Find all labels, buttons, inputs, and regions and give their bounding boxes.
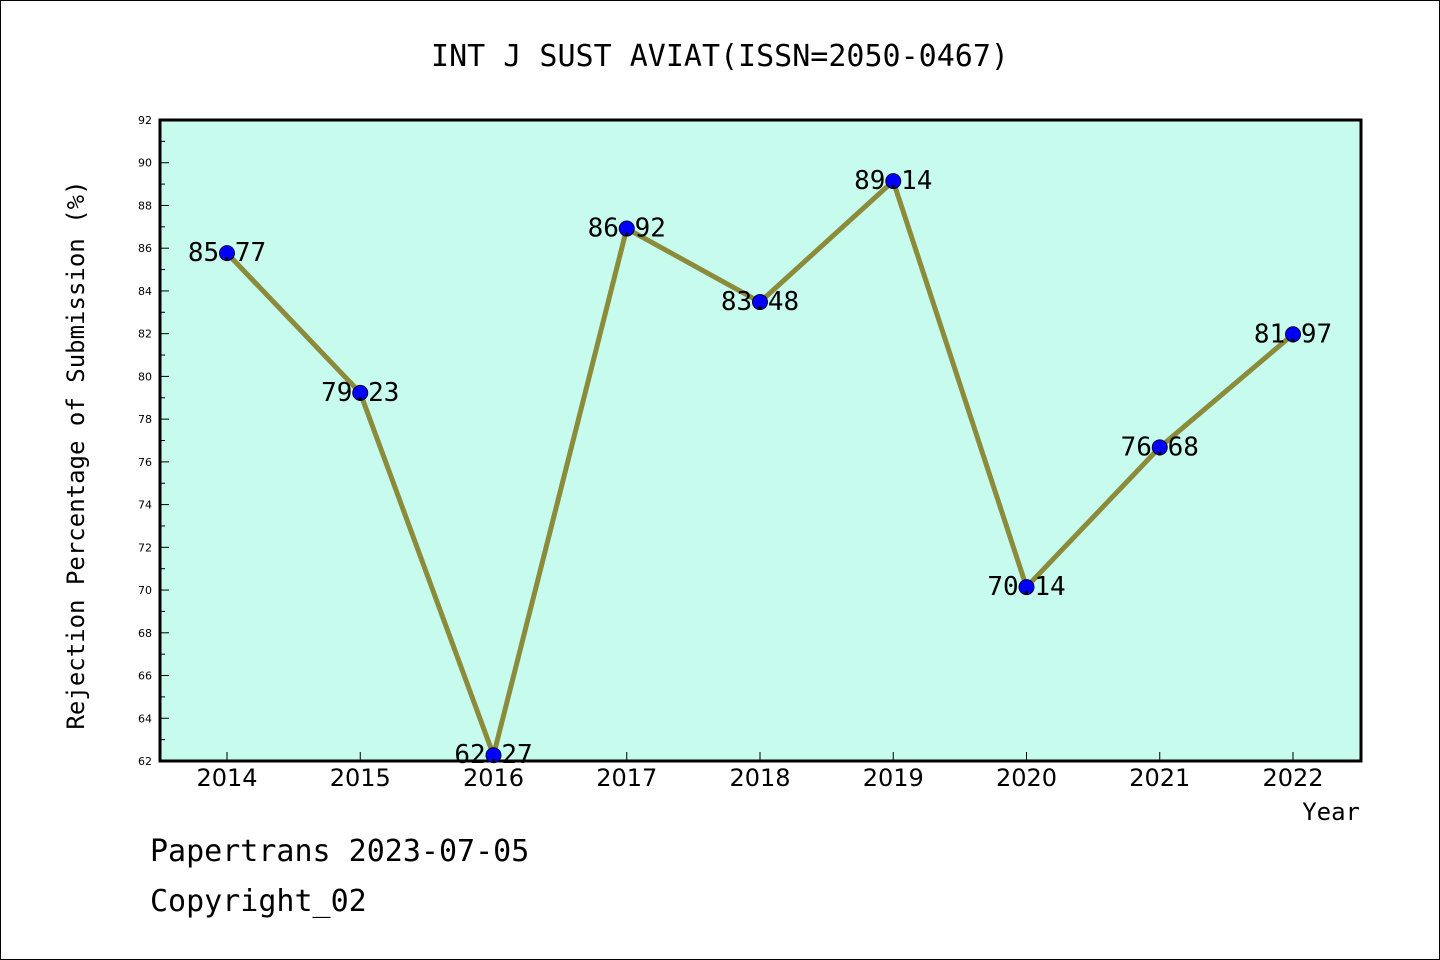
- y-tick-label: 86: [138, 242, 152, 255]
- y-tick-label: 92: [138, 114, 152, 127]
- y-tick-label: 80: [138, 370, 152, 383]
- x-tick-label: 2016: [463, 764, 524, 792]
- y-tick-label: 74: [138, 499, 152, 512]
- y-tick-label: 76: [138, 456, 152, 469]
- data-label: 85.77: [188, 238, 266, 268]
- x-tick-label: 2015: [330, 764, 391, 792]
- data-label: 89.14: [854, 166, 932, 196]
- data-point: [752, 294, 768, 311]
- y-axis: 62 64 66 68 70 72 74 76 78 80 82 84 86 88 90 92: [138, 114, 169, 768]
- data-point: [485, 747, 502, 764]
- y-tick-label: 68: [138, 627, 152, 640]
- y-tick-label: 62: [138, 755, 152, 768]
- y-tick-label: 72: [138, 541, 152, 554]
- data-label: 81.97: [1254, 319, 1332, 349]
- data-point: [1285, 326, 1301, 343]
- y-tick-label: 88: [138, 199, 152, 212]
- y-tick-label: 82: [138, 328, 152, 341]
- x-axis: 2014 2015 2016 2017 2018 2019 2020 2021 2022: [196, 752, 1324, 792]
- y-tick-label: 84: [138, 285, 152, 298]
- x-tick-label: 2017: [596, 764, 657, 792]
- data-label: 79.23: [321, 378, 399, 408]
- footer-copyright: Copyright_02: [150, 884, 367, 919]
- x-tick-label: 2020: [996, 764, 1057, 792]
- y-tick-label: 70: [138, 584, 152, 597]
- y-tick-label: 64: [138, 712, 152, 725]
- data-label: 70.14: [987, 572, 1065, 602]
- footer-source: Papertrans 2023-07-05: [150, 834, 530, 869]
- data-label: 76.68: [1121, 432, 1199, 462]
- x-tick-label: 2021: [1129, 764, 1190, 792]
- data-label: 83.48: [721, 287, 799, 317]
- y-tick-label: 66: [138, 670, 152, 683]
- y-axis-label: Rejection Percentage of Submission (%): [62, 180, 90, 729]
- data-label: 86.92: [588, 214, 666, 244]
- x-tick-label: 2014: [196, 764, 257, 792]
- chart-title: INT J SUST AVIAT(ISSN=2050-0467): [431, 39, 1009, 74]
- data-point: [352, 384, 369, 401]
- data-point: [1151, 439, 1168, 456]
- x-tick-label: 2022: [1262, 764, 1323, 792]
- y-tick-label: 78: [138, 413, 152, 426]
- data-point: [219, 245, 235, 262]
- y-tick-label: 90: [138, 157, 152, 170]
- x-tick-label: 2018: [729, 764, 790, 792]
- x-axis-label: Year: [1302, 798, 1360, 826]
- data-label: 62.27: [454, 740, 532, 770]
- data-point: [885, 173, 902, 190]
- data-markers: [219, 173, 1301, 764]
- data-labels: 85.77 79.23 62.27 86.92 83.48 89.14 70.14 76.68…: [188, 166, 1332, 770]
- data-point: [1018, 579, 1035, 596]
- data-point: [618, 220, 635, 237]
- x-tick-label: 2019: [863, 764, 924, 792]
